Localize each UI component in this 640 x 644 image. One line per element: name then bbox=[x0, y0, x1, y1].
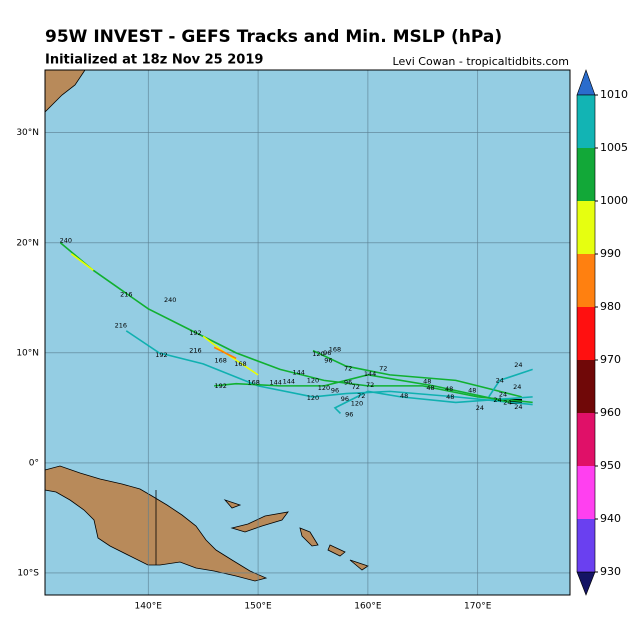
colorbar-segment bbox=[577, 201, 595, 254]
track-hour-label: 24 bbox=[514, 403, 522, 411]
colorbar-segment bbox=[577, 95, 595, 148]
track-hour-label: 192 bbox=[189, 329, 201, 337]
track bbox=[488, 368, 533, 398]
colorbar-segment bbox=[577, 413, 595, 466]
track-hour-label: 24 bbox=[499, 391, 507, 399]
colorbar-label: 950 bbox=[600, 459, 621, 472]
colorbar-segment bbox=[577, 466, 595, 519]
track-hour-label: 120 bbox=[307, 376, 319, 384]
track-hour-label: 48 bbox=[446, 393, 454, 401]
track-hour-label: 144 bbox=[269, 379, 281, 387]
track-hour-label: 72 bbox=[379, 364, 387, 372]
track-hour-label: 48 bbox=[445, 385, 453, 393]
track-hour-label: 24 bbox=[514, 361, 522, 369]
track-hour-label: 96 bbox=[344, 379, 352, 387]
colorbar-under bbox=[576, 571, 596, 596]
track-hour-label: 24 bbox=[496, 376, 504, 384]
track-hour-label: 24 bbox=[513, 383, 521, 391]
track-hour-label: 216 bbox=[189, 347, 201, 355]
colorbar-label: 970 bbox=[600, 353, 621, 366]
lon-label: 140°E bbox=[135, 602, 163, 612]
lon-label: 160°E bbox=[354, 602, 382, 612]
lat-label: 30°N bbox=[16, 128, 39, 138]
new-guinea bbox=[44, 465, 268, 582]
track-hour-label: 120 bbox=[351, 399, 363, 407]
title: 95W INVEST - GEFS Tracks and Min. MSLP (… bbox=[45, 27, 502, 47]
colorbar-label: 1010 bbox=[600, 88, 628, 101]
lat-label: 20°N bbox=[16, 238, 39, 248]
credit: Levi Cowan - tropicaltidbits.com bbox=[393, 55, 569, 68]
track-hour-label: 168 bbox=[329, 346, 341, 354]
new-britain bbox=[230, 511, 289, 533]
colorbar-segment bbox=[577, 519, 595, 572]
track-hour-label: 240 bbox=[60, 237, 72, 245]
lon-label: 170°E bbox=[464, 602, 492, 612]
track-hour-label: 96 bbox=[323, 349, 331, 357]
lat-label: 0° bbox=[29, 458, 39, 468]
track-hour-label: 72 bbox=[366, 381, 374, 389]
track bbox=[125, 330, 533, 406]
track-hour-label: 168 bbox=[247, 379, 259, 387]
colorbar-label: 1000 bbox=[600, 194, 628, 207]
colorbar-segment bbox=[577, 148, 595, 201]
track-hour-label: 144 bbox=[293, 369, 305, 377]
track-hour-label: 120 bbox=[312, 350, 324, 358]
track-hour-label: 216 bbox=[115, 321, 127, 329]
track-hour-label: 216 bbox=[120, 291, 132, 299]
track-hour-label: 72 bbox=[357, 392, 365, 400]
track-hour-label: 24 bbox=[503, 398, 511, 406]
track-hour-label: 48 bbox=[400, 392, 408, 400]
track bbox=[59, 242, 533, 404]
track bbox=[214, 374, 511, 404]
track-hour-label: 96 bbox=[341, 395, 349, 403]
lon-label: 150°E bbox=[244, 602, 272, 612]
colorbar-segment bbox=[577, 254, 595, 307]
colorbar-frame bbox=[576, 94, 596, 573]
track-hour-label: 72 bbox=[352, 383, 360, 391]
colorbar-label: 980 bbox=[600, 300, 621, 313]
islands bbox=[223, 499, 369, 571]
lat-label: 10°N bbox=[16, 348, 39, 358]
track-hour-label: 120 bbox=[307, 394, 319, 402]
track-hour-label: 144 bbox=[364, 370, 376, 378]
colorbar-label: 1005 bbox=[600, 141, 628, 154]
track bbox=[333, 390, 533, 414]
colorbar-segment bbox=[577, 307, 595, 360]
track-hour-label: 24 bbox=[493, 396, 501, 404]
frame bbox=[44, 69, 571, 596]
track-hour-label: 24 bbox=[476, 404, 484, 412]
track bbox=[70, 253, 94, 271]
lat-label: 10°S bbox=[17, 568, 39, 578]
colorbar-over bbox=[576, 69, 596, 96]
track-hour-label: 168 bbox=[215, 357, 227, 365]
track-hour-label: 72 bbox=[344, 364, 352, 372]
colorbar-label: 930 bbox=[600, 565, 621, 578]
colorbar-label: 990 bbox=[600, 247, 621, 260]
track-hour-label: 168 bbox=[234, 360, 246, 368]
colorbar-label: 940 bbox=[600, 512, 621, 525]
track-hour-label: 48 bbox=[426, 384, 434, 392]
track-hour-label: 192 bbox=[215, 382, 227, 390]
track-hour-label: 96 bbox=[324, 357, 332, 365]
track-hour-label: 192 bbox=[155, 351, 167, 359]
track-hour-label: 96 bbox=[345, 410, 353, 418]
colorbar-label: 960 bbox=[600, 406, 621, 419]
track-hour-label: 120 bbox=[318, 384, 330, 392]
track-hour-label: 96 bbox=[331, 386, 339, 394]
track-hour-label: 144 bbox=[283, 377, 295, 385]
track bbox=[312, 349, 522, 398]
subtitle: Initialized at 18z Nov 25 2019 bbox=[45, 53, 263, 68]
track-hour-label: 240 bbox=[164, 296, 176, 304]
track-hour-label: 48 bbox=[468, 386, 476, 394]
track bbox=[213, 346, 237, 360]
track-hour-label: 48 bbox=[423, 377, 431, 385]
colorbar-segment bbox=[577, 360, 595, 413]
